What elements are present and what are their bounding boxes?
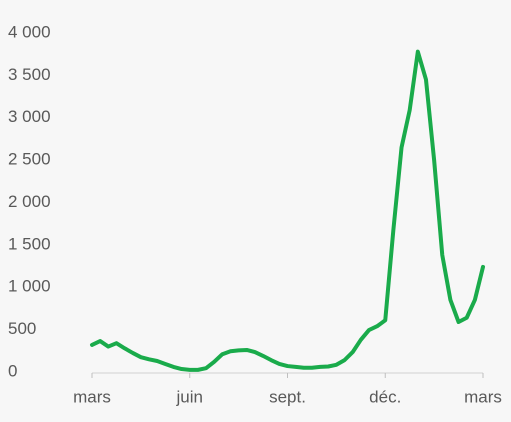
y-tick-label: 2 000 — [8, 192, 51, 211]
x-tick-label: sept. — [269, 387, 306, 406]
y-tick-label: 4 000 — [8, 22, 51, 41]
x-tick-label: déc. — [369, 387, 401, 406]
y-tick-label: 3 500 — [8, 65, 51, 84]
y-tick-label: 1 500 — [8, 234, 51, 253]
x-tick-label: mars — [464, 387, 502, 406]
y-tick-label: 3 000 — [8, 107, 51, 126]
y-tick-label: 0 — [8, 361, 17, 380]
y-tick-label: 1 000 — [8, 277, 51, 296]
line — [90, 49, 485, 372]
x-tick-label: mars — [73, 387, 111, 406]
y-tick-label: 500 — [8, 319, 36, 338]
y-tick-label: 2 500 — [8, 150, 51, 169]
x-tick-label: juin — [176, 387, 203, 406]
